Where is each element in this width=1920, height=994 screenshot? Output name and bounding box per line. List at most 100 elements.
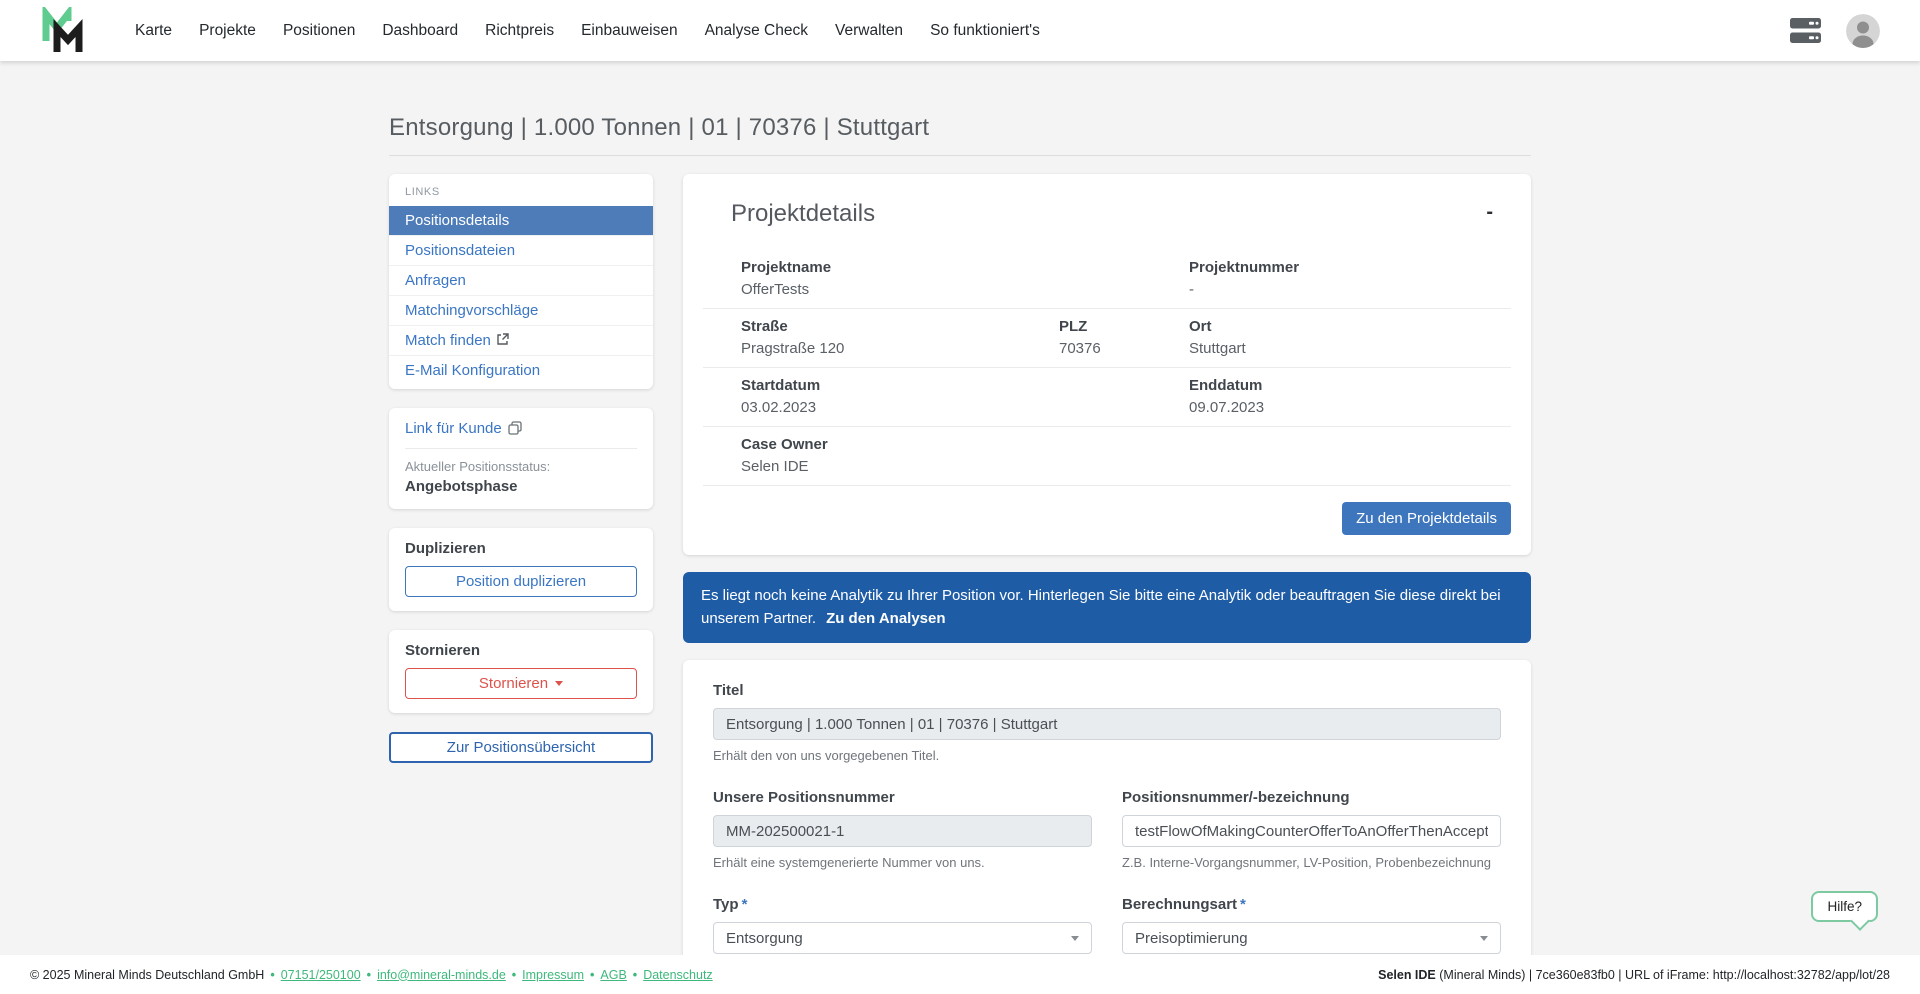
- separator-dot: •: [590, 967, 595, 982]
- separator-dot: •: [632, 967, 638, 982]
- header-actions: [1789, 13, 1880, 48]
- cancel-button-label: Stornieren: [478, 675, 549, 692]
- field-label: Projektname: [741, 259, 832, 276]
- field-label: Straße: [741, 318, 788, 335]
- mineral-minds-logo[interactable]: [37, 6, 91, 55]
- nav-karte[interactable]: Karte: [135, 21, 173, 39]
- position-designation-label: Positionsnummer/-bezeichnung: [1122, 789, 1350, 806]
- typ-label: Typ *: [713, 896, 1092, 913]
- footer-agb-link[interactable]: AGB: [600, 967, 627, 982]
- cancel-position-button[interactable]: Stornieren: [405, 668, 637, 699]
- nav-dashboard[interactable]: Dashboard: [382, 21, 459, 39]
- separator-dot: •: [366, 967, 372, 982]
- go-to-analyses-link[interactable]: Zu den Analysen: [826, 609, 946, 627]
- cancel-title: Stornieren: [405, 642, 481, 659]
- field-value: Stuttgart: [1189, 340, 1246, 357]
- footer-session-details: (Mineral Minds) | 7ce360e83fb0 | URL of …: [1439, 967, 1890, 982]
- main-nav: Karte Projekte Positionen Dashboard Rich…: [135, 22, 1789, 40]
- sidebar-item-label: Match finden: [405, 332, 491, 349]
- project-row: Case Owner Selen IDE: [703, 427, 1511, 486]
- our-position-number-field: Unsere Positionsnummer Erhält eine syste…: [713, 789, 1092, 870]
- customer-link-card: Link für Kunde Aktueller Positionsstatus…: [389, 408, 653, 509]
- field-ort: Ort Stuttgart: [1189, 318, 1511, 357]
- duplicate-title: Duplizieren: [405, 540, 486, 557]
- field-plz: PLZ 70376: [1059, 318, 1189, 357]
- customer-link[interactable]: Link für Kunde: [405, 420, 522, 437]
- nav-positionen[interactable]: Positionen: [282, 21, 356, 39]
- field-startdatum: Startdatum 03.02.2023: [741, 377, 1189, 416]
- chevron-down-icon: [1071, 935, 1079, 941]
- berechnungsart-select[interactable]: Preisoptimierung: [1122, 922, 1501, 954]
- banner-text: Es liegt noch keine Analytik zu Ihrer Po…: [701, 587, 1501, 627]
- nav-einbauweisen[interactable]: Einbauweisen: [581, 21, 678, 39]
- separator-dot: •: [270, 967, 275, 982]
- chevron-down-icon: [555, 681, 564, 686]
- chevron-down-icon: [1480, 935, 1488, 941]
- footer-user-name: Selen IDE: [1378, 967, 1436, 982]
- field-projektname: Projektname OfferTests: [741, 259, 1189, 298]
- server-icon[interactable]: [1789, 17, 1822, 44]
- sidebar-item-match-finden[interactable]: Match finden: [389, 325, 653, 355]
- user-avatar[interactable]: [1846, 13, 1880, 48]
- our-position-number-input[interactable]: [713, 815, 1092, 847]
- footer-left: © 2025 Mineral Minds Deutschland GmbH • …: [30, 968, 713, 982]
- sidebar-item-matchingvorschlaege[interactable]: Matchingvorschläge: [389, 295, 653, 325]
- footer-datenschutz-link[interactable]: Datenschutz: [643, 967, 713, 982]
- footer-email-link[interactable]: info@mineral-minds.de: [377, 967, 506, 982]
- page-content: Entsorgung | 1.000 Tonnen | 01 | 70376 |…: [389, 114, 1531, 994]
- sidebar-item-positionsdetails[interactable]: Positionsdetails: [389, 206, 653, 235]
- field-label: Case Owner: [741, 436, 828, 453]
- sidebar: LINKS Positionsdetails Positionsdateien …: [389, 174, 653, 763]
- sidebar-item-positionsdateien[interactable]: Positionsdateien: [389, 235, 653, 265]
- cancel-card: Stornieren Stornieren: [389, 630, 653, 713]
- page-title: Entsorgung | 1.000 Tonnen | 01 | 70376 |…: [389, 114, 930, 141]
- sidebar-item-email-konfiguration[interactable]: E-Mail Konfiguration: [389, 355, 653, 385]
- our-position-number-help: Erhält eine systemgenerierte Nummer von …: [713, 855, 985, 870]
- berechnungsart-label-text: Berechnungsart: [1122, 896, 1238, 913]
- nav-so-funktionierts[interactable]: So funktioniert's: [930, 21, 1040, 39]
- titel-help: Erhält den von uns vorgegebenen Titel.: [713, 748, 940, 763]
- typ-label-text: Typ: [713, 896, 739, 913]
- nav-verwalten[interactable]: Verwalten: [834, 21, 904, 39]
- collapse-card-button[interactable]: -: [1480, 200, 1499, 224]
- berechnungsart-select-value: Preisoptimierung: [1135, 929, 1248, 947]
- typ-select-value: Entsorgung: [726, 929, 803, 947]
- position-designation-input[interactable]: [1122, 815, 1501, 847]
- separator-dot: •: [511, 967, 517, 982]
- duplicate-position-button[interactable]: Position duplizieren: [405, 566, 637, 597]
- footer-session-info: Selen IDE (Mineral Minds) | 7ce360e83fb0…: [1378, 968, 1890, 982]
- field-value: -: [1189, 281, 1194, 298]
- nav-projekte[interactable]: Projekte: [199, 21, 256, 39]
- go-to-project-details-button[interactable]: Zu den Projektdetails: [1342, 502, 1511, 535]
- project-row: Straße Pragstraße 120 PLZ 70376 Ort Stut…: [703, 309, 1511, 368]
- typ-select[interactable]: Entsorgung: [713, 922, 1092, 954]
- field-value: 03.02.2023: [741, 399, 817, 416]
- copy-icon: [508, 421, 522, 435]
- help-button[interactable]: Hilfe?: [1811, 891, 1878, 922]
- required-mark: *: [1240, 896, 1246, 913]
- field-value: 70376: [1059, 340, 1101, 357]
- position-designation-help: Z.B. Interne-Vorgangsnummer, LV-Position…: [1122, 855, 1492, 870]
- required-mark: *: [741, 896, 748, 913]
- titel-input[interactable]: [713, 708, 1501, 740]
- position-designation-field: Positionsnummer/-bezeichnung Z.B. Intern…: [1122, 789, 1501, 870]
- top-nav-bar: Karte Projekte Positionen Dashboard Rich…: [0, 0, 1920, 61]
- duplicate-card: Duplizieren Position duplizieren: [389, 528, 653, 611]
- position-status-label: Aktueller Positionsstatus:: [405, 459, 551, 474]
- sidebar-item-anfragen[interactable]: Anfragen: [389, 265, 653, 295]
- footer-phone-link[interactable]: 07151/250100: [280, 967, 361, 982]
- field-label: Enddatum: [1189, 377, 1263, 394]
- main-column: Projektdetails - Projektname OfferTests …: [683, 174, 1531, 994]
- project-row: Projektname OfferTests Projektnummer -: [703, 250, 1511, 309]
- nav-analyse-check[interactable]: Analyse Check: [704, 21, 808, 39]
- field-enddatum: Enddatum 09.07.2023: [1189, 377, 1511, 416]
- footer-impressum-link[interactable]: Impressum: [522, 967, 584, 982]
- footer: © 2025 Mineral Minds Deutschland GmbH • …: [0, 955, 1920, 994]
- position-form-card: Titel Erhält den von uns vorgegebenen Ti…: [683, 660, 1531, 994]
- field-value: Pragstraße 120: [741, 340, 845, 357]
- copyright-text: © 2025 Mineral Minds Deutschland GmbH: [30, 967, 265, 982]
- nav-richtpreis[interactable]: Richtpreis: [485, 21, 555, 39]
- field-label: Projektnummer: [1189, 259, 1300, 276]
- position-overview-button[interactable]: Zur Positionsübersicht: [389, 732, 653, 763]
- field-label: Ort: [1189, 318, 1212, 335]
